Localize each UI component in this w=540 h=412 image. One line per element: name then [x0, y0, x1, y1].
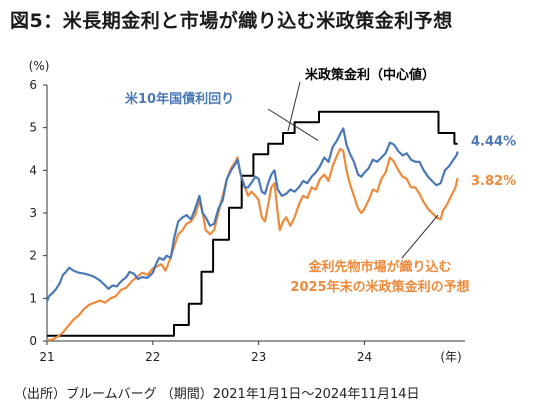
policy-rate-line — [47, 110, 458, 337]
x-tick-label: 24 — [357, 350, 372, 364]
policy-annotation: 米政策金利（中心値） — [305, 67, 435, 83]
y-tick-label: 3 — [29, 206, 37, 220]
treasury-leader-line — [267, 108, 319, 141]
y-tick-label: 5 — [29, 121, 37, 135]
y-tick-label: 0 — [29, 334, 37, 348]
axes — [43, 84, 465, 345]
x-tick-label: 21 — [39, 350, 54, 364]
source-note: （出所）ブルームバーグ （期間）2021年1月1日～2024年11月14日 — [14, 387, 420, 402]
x-axis-label: (年) — [440, 350, 461, 364]
market-end-value: 3.82% — [471, 174, 516, 189]
market-leader-line — [401, 214, 439, 259]
annotations: 4.44% 3.82% 米10年国債利回り 米政策金利（中心値） 金利先物市場が織り込む… — [125, 67, 516, 295]
market-annotation-line2: 2025年末の米政策金利の予想 — [290, 279, 469, 295]
market-implied-line — [46, 147, 459, 342]
market-annotation-line1: 金利先物市場が織り込む — [307, 259, 451, 275]
treasury-end-value: 4.44% — [471, 135, 516, 150]
treasury-annotation: 米10年国債利回り — [125, 91, 234, 107]
y-tick-label: 6 — [29, 78, 37, 92]
y-tick-label: 2 — [29, 249, 37, 263]
chart-title: 図5：米長期金利と市場が織り込む米政策金利予想 — [10, 10, 453, 32]
y-tick-label: 4 — [29, 163, 37, 177]
y-tick-label: 1 — [29, 291, 37, 305]
x-tick-label: 23 — [251, 350, 266, 364]
y-axis-label: (%) — [29, 59, 50, 73]
series-lines — [45, 110, 459, 342]
x-tick-label: 22 — [145, 350, 160, 364]
treasury-10y-line — [45, 127, 459, 302]
policy-leader-line — [287, 81, 301, 132]
